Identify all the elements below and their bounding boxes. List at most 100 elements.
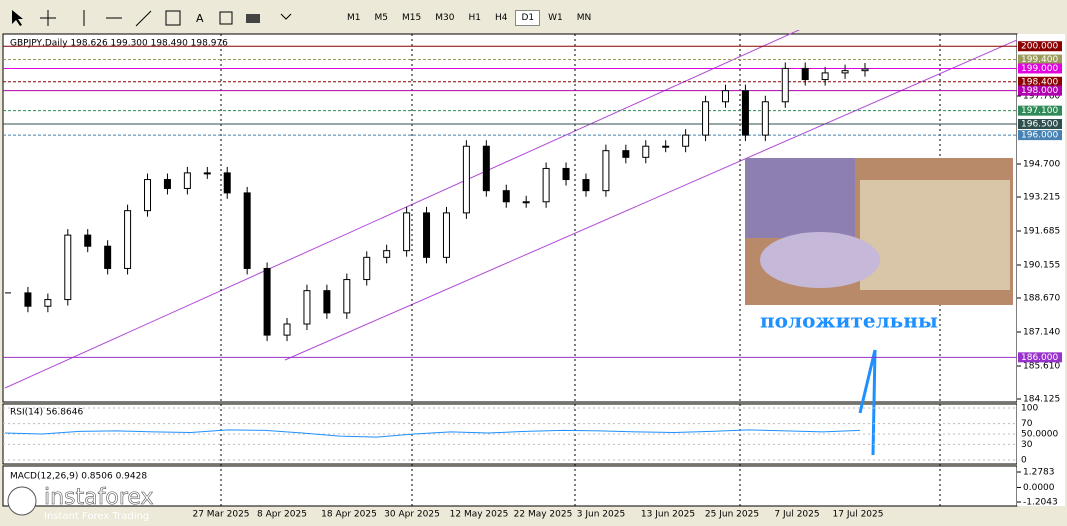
price-label: 188.670 [1023,294,1060,304]
date-label: 13 Jun 2025 [641,510,695,520]
candle [263,267,271,336]
candle [84,234,92,247]
price-label: 187.140 [1023,328,1060,338]
candle [482,145,490,192]
timeframe-button[interactable]: MN [576,13,592,23]
candle [223,172,231,194]
price-label: 193.215 [1023,193,1060,203]
level-label: 199.000 [1021,64,1058,74]
drawing-toolbar: A [6,6,336,30]
tool-icons: A [12,10,292,27]
candle [502,190,510,203]
macd-tick-label: 1.2783 [1023,468,1055,478]
svg-text:A: A [196,12,204,25]
candle [303,290,311,325]
candle [442,212,450,258]
symbol-header: GBPJPY,Daily 198.626 199.300 198.490 198… [10,39,228,49]
date-label: 17 Jul 2025 [833,510,884,520]
timeframe-button[interactable]: M30 [435,13,455,23]
level-tag [1018,119,1062,129]
candle [821,72,829,81]
date-label: 3 Jun 2025 [577,510,625,520]
rsi-tick-label: 100 [1021,404,1038,414]
candle [741,90,749,136]
level-tag [1018,352,1062,363]
timeframe-button[interactable]: M1 [347,13,361,23]
level-label: 198.000 [1021,86,1058,96]
date-label: 25 Jun 2025 [705,510,759,520]
news-image [745,158,1013,305]
candle [323,290,331,314]
price-label: 197.760 [1023,92,1060,102]
candle [582,179,590,192]
candle [44,299,52,307]
macd-pane [2,465,1018,507]
candle [24,292,32,307]
level-tag [1018,63,1062,74]
candle [243,192,251,269]
candle [642,145,650,158]
level-tag [1018,76,1062,87]
date-label: 12 May 2025 [450,510,509,520]
price-label: 191.685 [1023,227,1060,237]
date-label: 7 Jul 2025 [774,510,819,520]
date-label: 8 Apr 2025 [257,510,307,520]
arrows [858,349,877,456]
date-label: 27 Mar 2025 [192,510,249,520]
date-label: 18 Apr 2025 [321,510,377,520]
candle [423,212,431,258]
candle [403,212,411,252]
annotation: положительны [760,309,938,333]
candle [562,167,570,181]
level-tag [1018,130,1062,141]
level-label: 199.400 [1021,55,1058,65]
candle [622,150,630,158]
price-label: 185.610 [1023,362,1060,372]
candle [861,68,869,72]
timeframe-button[interactable]: M15 [402,13,422,23]
level-label: 196.000 [1021,131,1058,141]
rsi-tick-label: 70 [1021,419,1033,429]
level-label: 200.000 [1021,42,1058,52]
level-label: 196.500 [1021,120,1058,130]
timeframe-button[interactable]: D1 [515,10,541,26]
price-label: 190.155 [1023,261,1060,271]
macd-title: MACD(12,26,9) 0.8506 0.9428 [10,472,147,482]
candle [841,70,849,74]
candle [801,67,809,81]
rsi-title: RSI(14) 56.8646 [10,408,83,418]
rsi-tick-label: 0 [1021,456,1027,466]
candle [781,67,789,103]
candle [163,179,171,189]
rsi-tick-label: 50.0000 [1021,430,1058,440]
level-tag [1018,105,1062,116]
candle [203,172,211,175]
timeframe-button[interactable]: H4 [494,13,508,23]
level-tag [1018,41,1062,52]
rsi-tick-label: 30 [1021,440,1033,450]
candle [363,256,371,281]
level-label: 198.400 [1021,77,1058,87]
candle [64,234,72,301]
candle [662,145,670,148]
candle [383,250,391,258]
level-label: 186.000 [1021,353,1058,363]
timeframe-button[interactable]: M5 [374,13,389,23]
candle [761,101,769,136]
channel [4,30,1018,389]
timeframe-button[interactable]: H1 [468,13,481,23]
rsi-line [4,429,861,438]
candle [602,150,610,192]
timeframe-bar: M1 M5 M15 M30 H1 H4 D1 W1 MN [340,6,598,30]
price-label: 184.125 [1023,395,1060,405]
level-tag [1018,85,1062,96]
timeframe-button[interactable]: W1 [548,13,563,23]
candle [183,172,191,189]
candle [542,167,550,203]
date-label: 22 May 2025 [514,510,573,520]
candle [343,279,351,314]
candle [702,101,710,136]
chart-window: положительны GBPJPY,Daily 198.626 199.30… [2,30,1065,522]
candle [522,201,530,204]
candle [721,90,729,103]
